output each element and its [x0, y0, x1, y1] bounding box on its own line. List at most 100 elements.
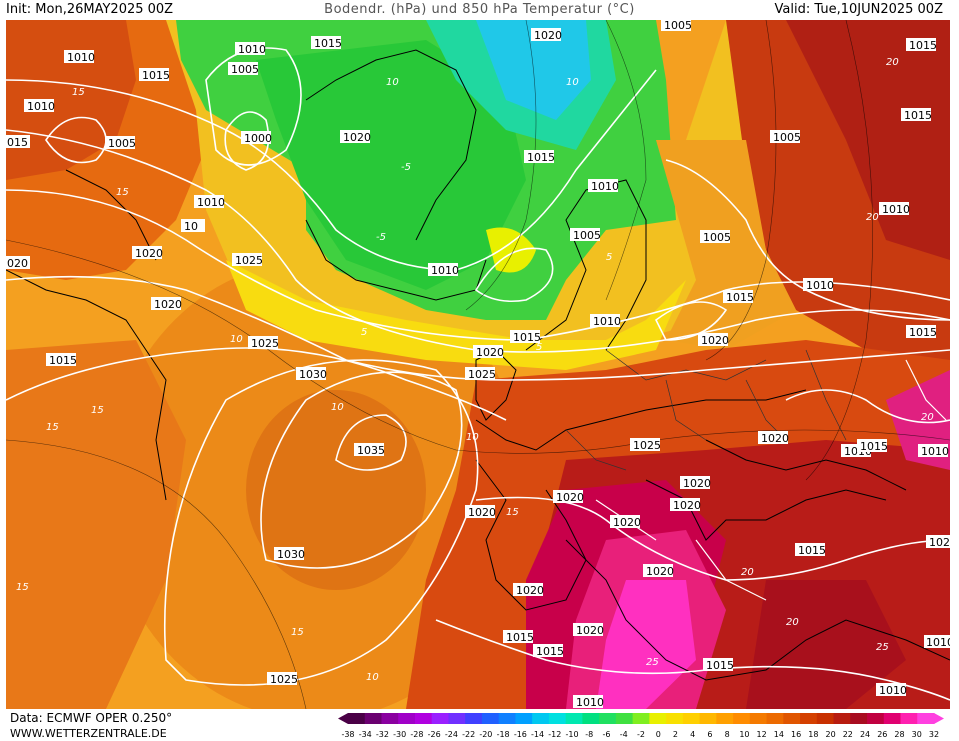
isobar-label: 1020: [926, 535, 950, 549]
colorbar-swatch: [716, 713, 734, 724]
colorbar-tick-label: 8: [725, 730, 730, 739]
isobar-label: 1020: [680, 476, 711, 490]
colorbar-swatch: [381, 713, 399, 724]
svg-text:1010: 1010: [576, 696, 604, 709]
colorbar-swatch: [599, 713, 617, 724]
isobar-label: 1020: [531, 28, 562, 42]
svg-text:020: 020: [7, 257, 28, 270]
svg-text:1025: 1025: [251, 337, 279, 350]
temp-label: 10: [230, 334, 243, 345]
isobar-label: 1000: [241, 131, 272, 145]
colorbar-tick-label: -38: [341, 730, 354, 739]
temp-zone-cold-core: [256, 40, 526, 290]
colorbar-tick-label: -6: [603, 730, 611, 739]
temp-label: 15: [16, 582, 29, 593]
svg-text:1010: 1010: [926, 636, 950, 649]
temp-zone-russia-core: [786, 20, 950, 260]
colorbar-swatch: [481, 713, 500, 724]
isobar-label: 1020: [643, 564, 674, 578]
colorbar-swatch: [448, 713, 466, 724]
svg-text:015: 015: [7, 136, 28, 149]
colorbar-swatch: [498, 713, 516, 724]
svg-text:1020: 1020: [476, 346, 504, 359]
svg-text:1015: 1015: [536, 645, 564, 658]
isobar-label: 1020: [340, 130, 371, 144]
isobar-label: 1020: [698, 333, 729, 347]
temp-label: 10: [386, 77, 399, 88]
svg-text:1020: 1020: [516, 584, 544, 597]
svg-text:1015: 1015: [142, 69, 170, 82]
isobar-label: 1010: [235, 42, 266, 56]
isobar-label: 1010: [590, 314, 621, 328]
colorbar-tick-label: -26: [428, 730, 441, 739]
isobar-label: 1015: [533, 644, 564, 658]
svg-text:1020: 1020: [683, 477, 711, 490]
isobar-label: 1025: [248, 336, 279, 350]
temp-label: 5: [536, 342, 542, 353]
svg-text:1010: 1010: [238, 43, 266, 56]
isobar-label: 1020: [573, 623, 604, 637]
colorbar-swatch: [900, 713, 918, 724]
colorbar-swatch: [733, 713, 751, 724]
map-footer: Data: ECMWF OPER 0.250° WWW.WETTERZENTRA…: [0, 709, 959, 741]
isobar-label: 1005: [700, 230, 731, 244]
colorbar-swatch: [833, 713, 851, 724]
valid-time-label: Valid: Tue,10JUN2025 00Z: [774, 2, 943, 17]
isobar-label: 1025: [630, 438, 661, 452]
temp-label: 10: [566, 77, 579, 88]
svg-text:1005: 1005: [703, 231, 731, 244]
colorbar-tick-label: 20: [825, 730, 835, 739]
isobar-label: 1030: [274, 547, 305, 561]
temp-label: 25: [646, 657, 659, 668]
temp-label: 10: [331, 402, 344, 413]
isobar-label: 1010: [64, 50, 95, 64]
colorbar-tick-label: -28: [410, 730, 423, 739]
isobar-label: 1015: [524, 150, 555, 164]
svg-text:1010: 1010: [879, 684, 907, 697]
colorbar-swatch: [532, 713, 550, 724]
svg-text:1025: 1025: [633, 439, 661, 452]
isobar-label: 1015: [139, 68, 170, 82]
colorbar-tick-label: -10: [566, 730, 579, 739]
svg-text:1010: 1010: [67, 51, 95, 64]
colorbar-tick-label: -4: [620, 730, 628, 739]
isobar-label: 020: [6, 256, 30, 270]
colorbar-tick-label: -32: [376, 730, 389, 739]
colorbar-tick-label: 18: [808, 730, 818, 739]
svg-text:1020: 1020: [646, 565, 674, 578]
isobar-label: 1015: [901, 108, 932, 122]
svg-text:1005: 1005: [773, 131, 801, 144]
svg-text:1020: 1020: [613, 516, 641, 529]
isobar-label: 1025: [267, 672, 298, 686]
svg-text:1025: 1025: [270, 673, 298, 686]
colorbar-tick-label: -24: [445, 730, 458, 739]
svg-text:1015: 1015: [726, 291, 754, 304]
svg-text:1010: 1010: [197, 196, 225, 209]
colorbar-tick-label: 26: [877, 730, 887, 739]
colorbar-tick-label: 32: [929, 730, 939, 739]
temperature-contours: [6, 20, 950, 709]
svg-text:1015: 1015: [506, 631, 534, 644]
colorbar-tick-label: 22: [843, 730, 853, 739]
temp-label: 5: [606, 252, 612, 263]
svg-text:1020: 1020: [135, 247, 163, 260]
temp-label: 15: [506, 507, 519, 518]
isobar-label: 1005: [228, 62, 259, 76]
colorbar-swatch: [883, 713, 902, 724]
temp-zone-labrador: [6, 20, 136, 180]
svg-text:1015: 1015: [49, 354, 77, 367]
isobar-label: 1020: [610, 515, 641, 529]
colorbar-swatch: [749, 713, 768, 724]
colorbar-swatch: [766, 713, 784, 724]
temp-label: 20: [921, 412, 934, 423]
svg-text:1010: 1010: [882, 203, 910, 216]
colorbar-tick-label: 28: [894, 730, 904, 739]
isobar-labels: 1005 1015 1010 1020 1015 1010 1015 1005 …: [6, 20, 950, 709]
colorbar-swatch: [649, 713, 667, 724]
colorbar-tick-label: -14: [531, 730, 544, 739]
isobar-label: 1015: [503, 630, 534, 644]
colorbar-swatch: [364, 713, 382, 724]
svg-text:1015: 1015: [904, 109, 932, 122]
colorbar-arrow-right: [934, 713, 944, 724]
colorbar-swatch: [783, 713, 801, 724]
